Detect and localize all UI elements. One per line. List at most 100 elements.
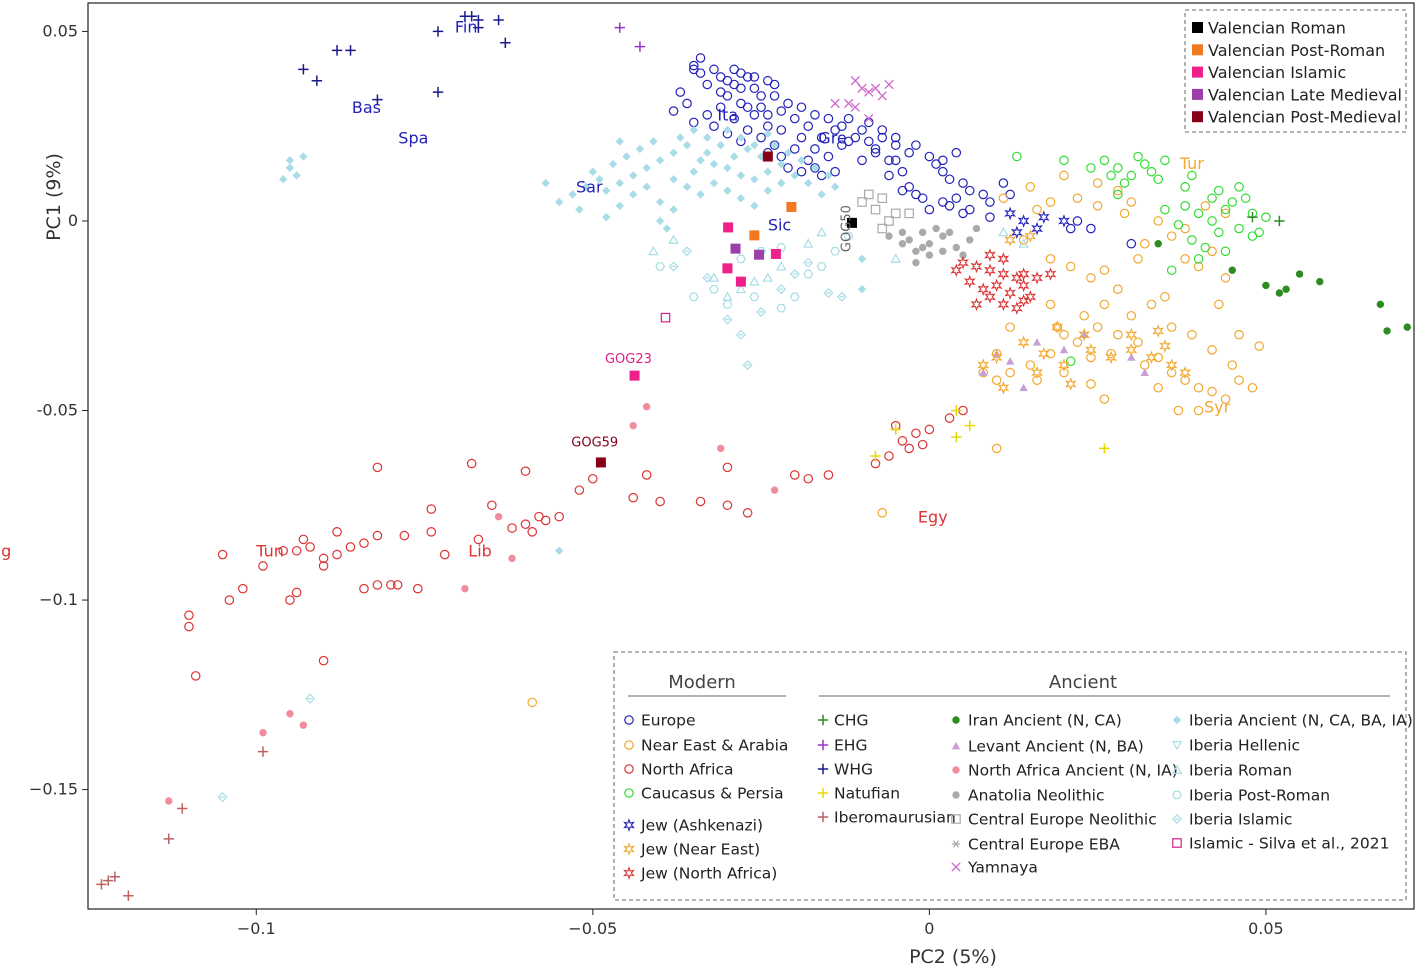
point-iberia-post-roman xyxy=(776,243,787,252)
legend-label-valencian-post-roman: Valencian Post-Roman xyxy=(1208,41,1385,60)
point-iberia-ancient xyxy=(696,156,705,165)
point-north-africa xyxy=(291,587,302,598)
point-jew-north-africa xyxy=(970,297,983,312)
sample-label-gog50: GOG50 xyxy=(840,205,855,252)
series-valencian-post-medieval xyxy=(595,151,773,468)
point-iberomaurusian xyxy=(102,875,114,886)
point-iberia-post-roman xyxy=(816,262,827,271)
point-anatolia-neolithic xyxy=(939,232,947,240)
legend-label-europe: Europe xyxy=(641,712,696,730)
region-label-syr: Syr xyxy=(1204,397,1231,416)
legend-marker-iberia-post-roman xyxy=(1172,790,1182,800)
point-central-europe-neolithic xyxy=(877,193,888,204)
point-north-africa-ancient xyxy=(508,554,516,563)
point-europe xyxy=(951,193,962,204)
point-iberia-islamic xyxy=(756,306,767,317)
point-yamnaya xyxy=(830,98,840,109)
point-europe xyxy=(756,102,766,113)
point-iberia-roman xyxy=(776,261,787,271)
point-near-east-arabia xyxy=(1247,382,1258,393)
legend-marker-chg xyxy=(817,714,829,726)
point-anatolia-neolithic xyxy=(885,232,893,240)
point-jew-ashkenazi xyxy=(1058,214,1070,228)
series-yamnaya xyxy=(830,76,894,124)
legend-marker-iberomaurusian xyxy=(817,811,829,823)
point-europe xyxy=(985,197,995,207)
point-north-africa xyxy=(345,542,356,552)
point-caucasus-persia xyxy=(1160,155,1170,166)
point-jew-north-africa xyxy=(1024,289,1037,304)
point-europe xyxy=(736,83,746,94)
legend-label-iberia-hellenic: Iberia Hellenic xyxy=(1189,737,1300,755)
point-iran-ancient xyxy=(1275,289,1284,297)
point-europe xyxy=(756,132,766,143)
point-caucasus-persia xyxy=(1086,163,1096,173)
point-iberia-islamic xyxy=(668,261,679,272)
axes: −0.1 −0.05 0 0.05 0.05 0 -0.05 −0.1 −0.15 xyxy=(29,21,1284,938)
point-near-east-arabia xyxy=(1113,185,1123,196)
point-caucasus-persia xyxy=(1180,182,1190,192)
point-north-africa-ancient xyxy=(494,512,503,521)
point-europe xyxy=(1126,238,1137,249)
series-north-africa xyxy=(184,405,968,681)
legend-swatch-valencian-post-medieval xyxy=(1192,111,1203,123)
point-europe xyxy=(924,151,935,162)
legend-marker-yamnaya xyxy=(951,862,961,872)
point-near-east-arabia xyxy=(1160,291,1170,302)
point-near-east-arabia xyxy=(1079,310,1089,321)
legend-label-levant-ancient-n-ba: Levant Ancient (N, BA) xyxy=(968,738,1144,756)
point-north-africa xyxy=(722,462,733,473)
sample-label-gog59: GOG59 xyxy=(571,436,618,451)
point-near-east-arabia xyxy=(991,348,1002,359)
point-north-africa xyxy=(803,473,814,484)
point-jew-north-africa xyxy=(963,274,976,289)
legend-swatch-valencian-late-medieval xyxy=(1192,88,1203,100)
point-europe xyxy=(769,79,780,90)
point-near-east-arabia xyxy=(1139,360,1150,370)
point-caucasus-persia xyxy=(1133,151,1143,162)
point-europe xyxy=(769,91,780,101)
point-europe xyxy=(884,155,894,166)
point-yamnaya xyxy=(877,91,887,101)
point-europe xyxy=(709,64,719,75)
legend-marker-central-europe-eba xyxy=(951,840,961,848)
point-iberia-ancient xyxy=(642,163,651,173)
point-iberia-post-roman xyxy=(843,231,854,241)
legend-marker-north-africa xyxy=(624,764,634,774)
point-europe xyxy=(931,159,941,169)
point-north-africa-ancient xyxy=(299,721,308,729)
legend-label-iran-ancient-n-ca: Iran Ancient (N, CA) xyxy=(968,712,1122,730)
point-north-africa xyxy=(285,595,295,605)
point-iberia-ancient xyxy=(655,197,665,207)
point-north-africa xyxy=(426,504,437,514)
point-jew-north-africa xyxy=(970,259,983,274)
point-anatolia-neolithic xyxy=(939,247,947,255)
point-near-east-arabia xyxy=(998,193,1009,204)
point-europe xyxy=(998,178,1009,188)
point-iberia-ancient xyxy=(588,167,598,176)
point-iberia-ancient xyxy=(629,190,638,199)
point-iberia-ancient xyxy=(723,186,732,195)
legend-label-jew-ashkenazi: Jew (Ashkenazi) xyxy=(640,817,763,835)
point-north-africa xyxy=(944,413,955,423)
legend-label-jew-near-east: Jew (Near East) xyxy=(640,841,760,859)
point-jew-north-africa xyxy=(1010,271,1023,285)
point-ehg xyxy=(614,22,625,33)
point-near-east-arabia xyxy=(1032,375,1042,385)
point-iberia-ancient xyxy=(629,171,638,180)
point-iberia-ancient xyxy=(676,133,685,142)
point-near-east-arabia xyxy=(1153,382,1164,393)
legend-label-valencian-late-medieval: Valencian Late Medieval xyxy=(1208,85,1402,104)
point-europe xyxy=(783,163,793,173)
point-yamnaya xyxy=(850,76,860,86)
point-europe xyxy=(890,155,901,166)
point-north-africa xyxy=(332,527,342,537)
point-whg xyxy=(432,26,444,37)
point-north-africa xyxy=(884,451,894,461)
point-iberia-ancient xyxy=(709,178,719,188)
point-caucasus-persia xyxy=(1227,197,1238,207)
point-europe xyxy=(736,68,746,78)
point-iberia-ancient xyxy=(278,175,288,184)
series-valencian-post-roman xyxy=(749,201,797,241)
point-europe xyxy=(803,121,814,132)
